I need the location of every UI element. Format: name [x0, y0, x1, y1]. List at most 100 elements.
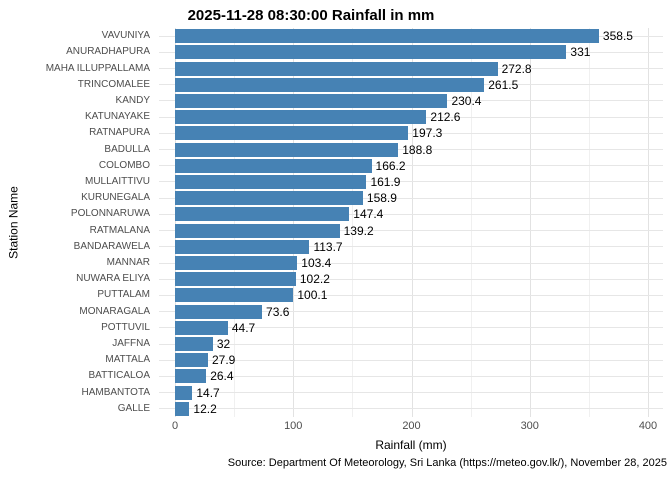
- bar-value-label: 230.4: [451, 93, 482, 108]
- y-axis-label: GALLE: [117, 402, 150, 414]
- y-axis-label: MATTALA: [105, 354, 150, 366]
- bar-value-label: 272.8: [501, 61, 532, 76]
- minor-gridline: [352, 28, 354, 417]
- bar: [175, 337, 213, 352]
- bar-value-label: 44.7: [231, 320, 256, 335]
- row-gridline: [159, 278, 663, 280]
- row-gridline: [159, 132, 663, 134]
- bar: [175, 93, 448, 108]
- row-gridline: [159, 262, 663, 264]
- y-axis-label: JAFFNA: [112, 338, 150, 350]
- bar-value-label: 14.7: [196, 385, 220, 400]
- bar: [175, 369, 207, 384]
- bar-value-label: 147.4: [353, 207, 384, 222]
- source-caption: Source: Department Of Meteorology, Sri L…: [227, 457, 667, 469]
- row-gridline: [159, 213, 663, 215]
- row-gridline: [159, 246, 663, 248]
- bar: [175, 401, 190, 416]
- y-axis-label: MONARAGALA: [79, 305, 150, 317]
- bar-value-label: 212.6: [430, 110, 461, 125]
- y-axis-label: TRINCOMALEE: [77, 78, 150, 90]
- y-axis-label: BANDARAWELA: [73, 240, 150, 252]
- y-axis-label: NUWARA ELIYA: [76, 273, 150, 285]
- row-gridline: [159, 359, 663, 361]
- bar-value-label: 113.7: [313, 239, 343, 254]
- y-axis-label: RATMALANA: [89, 224, 150, 236]
- y-axis-label: BADULLA: [104, 143, 150, 155]
- y-axis-label: COLOMBO: [98, 159, 150, 171]
- y-axis-label: ANURADHAPURA: [66, 46, 150, 58]
- bar-value-label: 331: [570, 45, 591, 60]
- y-axis-label: KANDY: [115, 94, 150, 106]
- minor-gridline: [588, 28, 590, 417]
- bar-value-label: 100.1: [297, 288, 328, 303]
- row-gridline: [159, 149, 663, 151]
- x-axis-title: Rainfall (mm): [375, 438, 447, 452]
- major-gridline: [648, 28, 649, 417]
- bar-value-label: 358.5: [602, 29, 633, 44]
- bar: [175, 174, 367, 189]
- x-tick-label: 400: [638, 420, 658, 432]
- bar-value-label: 32: [216, 337, 231, 352]
- row-gridline: [159, 343, 663, 345]
- bar: [175, 239, 310, 254]
- bar-value-label: 188.8: [402, 142, 433, 157]
- row-gridline: [159, 230, 663, 232]
- bar: [175, 45, 567, 60]
- bar: [175, 353, 208, 368]
- y-axis-label: MAHA ILLUPPALLAMA: [45, 62, 150, 74]
- row-gridline: [159, 392, 663, 394]
- bar: [175, 207, 350, 222]
- bar: [175, 29, 599, 44]
- bar: [175, 272, 296, 287]
- chart-title: 2025-11-28 08:30:00 Rainfall in mm: [187, 7, 435, 24]
- row-gridline: [159, 181, 663, 183]
- y-axis-label: MULLAITTIVU: [84, 175, 150, 187]
- major-gridline: [529, 28, 531, 417]
- bar-value-label: 158.9: [366, 191, 397, 206]
- row-gridline: [159, 375, 663, 377]
- bar: [175, 304, 263, 319]
- bar: [175, 385, 193, 400]
- bar: [175, 256, 298, 271]
- y-axis-label: BATTICALOA: [88, 370, 151, 382]
- row-gridline: [159, 165, 663, 167]
- y-axis-label: HAMBANTOTA: [81, 386, 150, 398]
- y-axis-label: POTTUVIL: [101, 321, 150, 333]
- row-gridline: [159, 294, 663, 296]
- bar-value-label: 197.3: [412, 126, 443, 141]
- y-axis-label: PUTTALAM: [97, 289, 150, 301]
- bar-value-label: 161.9: [370, 174, 401, 189]
- bar-value-label: 139.2: [343, 223, 374, 238]
- x-tick-label: 0: [171, 420, 179, 432]
- x-tick-label: 300: [520, 420, 539, 432]
- x-tick-label: 200: [402, 420, 421, 432]
- bar: [175, 77, 485, 92]
- bar: [175, 142, 399, 157]
- bar: [175, 126, 409, 141]
- major-gridline: [293, 28, 295, 417]
- bar-value-label: 12.2: [193, 401, 217, 416]
- bar-value-label: 102.2: [299, 272, 330, 287]
- y-axis-label: POLONNARUWA: [70, 208, 150, 220]
- minor-gridline: [234, 28, 236, 417]
- bar-value-label: 261.5: [488, 77, 519, 92]
- y-axis-label: VAVUNIYA: [101, 30, 150, 42]
- row-gridline: [159, 327, 663, 329]
- row-gridline: [159, 197, 663, 199]
- bar: [175, 191, 363, 206]
- row-gridline: [159, 408, 663, 410]
- bar: [175, 320, 228, 335]
- bar: [175, 110, 427, 125]
- bar: [175, 158, 372, 173]
- bar-value-label: 103.4: [301, 256, 332, 271]
- y-axis-label: MANNAR: [106, 257, 150, 269]
- y-axis-label: KATUNAYAKE: [84, 111, 150, 123]
- row-gridline: [159, 311, 663, 313]
- major-gridline: [175, 28, 176, 417]
- bar-value-label: 26.4: [210, 369, 234, 384]
- y-axis-label: KURUNEGALA: [81, 192, 150, 204]
- bar: [175, 288, 294, 303]
